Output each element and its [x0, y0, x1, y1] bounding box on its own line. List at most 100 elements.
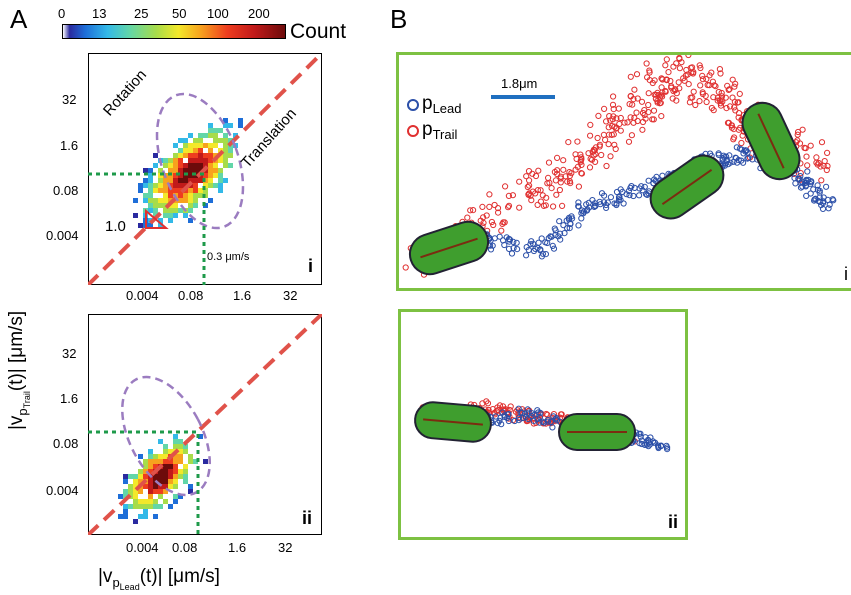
heatmap-cell — [228, 138, 233, 143]
trajectory-point — [605, 124, 612, 131]
heatmap-cell — [173, 173, 178, 178]
trajectory-point — [645, 101, 652, 109]
trajectory-point — [725, 86, 732, 94]
trajectory-point — [641, 107, 648, 114]
heatmap-cell — [203, 133, 208, 138]
trajectory-point — [610, 93, 617, 100]
heatmap-cell — [173, 188, 178, 193]
heatmap-cell — [148, 464, 153, 469]
heatmap-cell — [208, 123, 213, 128]
trajectory-point — [731, 134, 738, 141]
trajectory-point — [480, 214, 487, 221]
trajectory-point — [663, 56, 670, 63]
trajectory-point — [706, 72, 713, 79]
trajectory-point — [654, 442, 662, 449]
heatmap-cell — [173, 208, 178, 213]
trajectory-point — [598, 190, 606, 197]
trajectory-point — [796, 175, 803, 183]
trajectory-point — [564, 178, 571, 185]
trajectory-point — [554, 167, 561, 174]
trajectory-point — [804, 162, 811, 169]
trajectory-point — [524, 183, 531, 191]
heatmap-cell — [208, 178, 213, 183]
trajectory-point — [643, 60, 650, 67]
heatmap-cell — [208, 148, 213, 153]
heatmap-cell — [173, 163, 178, 168]
ytick-ii: 1.6 — [60, 391, 79, 406]
heatmap-cell — [188, 178, 193, 183]
trajectory-point — [550, 203, 557, 210]
heatmap-cell — [183, 168, 188, 173]
panel-b-ii-label: ii — [668, 512, 679, 532]
heatmap-cell — [138, 499, 143, 504]
heatmap-cell — [213, 173, 218, 178]
heatmap-cell — [168, 449, 173, 454]
heatmap-cell — [158, 494, 163, 499]
trajectory-point — [594, 134, 601, 142]
heatmap-cell — [183, 138, 188, 143]
heatmap-cell — [208, 133, 213, 138]
heatmap-cell — [183, 479, 188, 484]
heatmap-cell — [148, 208, 153, 213]
heatmap-cell — [148, 499, 153, 504]
heatmap-cell — [153, 454, 158, 459]
heatmap-cell — [198, 153, 203, 158]
trajectory-frame-i — [396, 52, 851, 291]
heatmap-cell — [173, 469, 178, 474]
trajectory-point — [732, 80, 739, 87]
trajectory-point — [626, 101, 633, 108]
heatmap-cell — [203, 158, 208, 163]
heatmap-cell — [233, 133, 238, 138]
trajectory-point — [811, 197, 818, 204]
heatmap-cell — [158, 183, 163, 188]
heatmap-cell — [213, 153, 218, 158]
trajectory-i — [402, 55, 837, 278]
trajectory-point — [655, 444, 662, 452]
trajectory-point — [611, 200, 618, 207]
ytick-i: 32 — [62, 92, 77, 107]
trajectory-point — [689, 94, 696, 101]
heatmap-cell — [158, 439, 163, 444]
heatmap-cell — [178, 178, 183, 183]
heatmap-cell — [128, 484, 133, 489]
threshold-line — [88, 172, 206, 285]
trajectory-point — [645, 90, 652, 97]
trajectory-point — [726, 152, 733, 159]
trajectory-point — [505, 411, 512, 418]
heatmap-cell — [178, 168, 183, 173]
trajectory-point — [613, 124, 620, 131]
trajectory-point — [612, 145, 619, 153]
trajectory-point — [720, 152, 727, 159]
heatmap-cell — [223, 163, 228, 168]
heatmap-cell — [218, 138, 223, 143]
heatmap-cell — [163, 188, 168, 193]
trajectory-point — [537, 409, 544, 417]
heatmap-cell — [188, 143, 193, 148]
heatmap-cell — [208, 183, 213, 188]
trajectory-point — [587, 121, 594, 129]
heatmap-cell — [133, 494, 138, 499]
colorbar — [62, 24, 286, 39]
heatmap-cell — [198, 138, 203, 143]
trajectory-point — [516, 204, 523, 211]
trajectory-point — [704, 81, 711, 89]
trajectory-point — [559, 202, 566, 209]
xtick-ii: 32 — [278, 540, 293, 555]
heatmap-cell — [198, 168, 203, 173]
trajectory-point — [659, 172, 666, 179]
trajectory-point — [670, 63, 677, 70]
y-axis-label-subsub: Trail — [22, 391, 32, 409]
trajectory-point — [646, 69, 653, 76]
trajectory-point — [523, 173, 530, 180]
heatmap-cell — [153, 188, 158, 193]
heatmap-cell — [163, 444, 168, 449]
heatmap-cell — [163, 484, 168, 489]
heatmap-cell — [163, 474, 168, 479]
heatmap-cell — [183, 143, 188, 148]
heatmap-cell — [188, 198, 193, 203]
trajectory-point — [697, 64, 704, 72]
trajectory-point — [710, 94, 717, 101]
heatmap-cell — [168, 208, 173, 213]
trajectory-point — [745, 154, 752, 162]
heatmap-cell — [163, 158, 168, 163]
